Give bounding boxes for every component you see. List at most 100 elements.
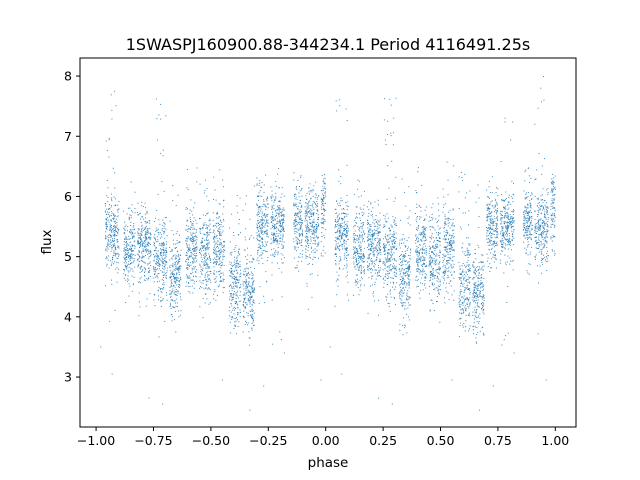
data-point (146, 230, 148, 232)
data-point (108, 211, 110, 213)
data-point (144, 246, 146, 248)
data-point (165, 262, 167, 264)
data-point (242, 281, 244, 283)
data-point (340, 244, 342, 246)
data-point (207, 227, 209, 229)
data-point (188, 275, 190, 277)
data-point (335, 254, 337, 256)
data-point (301, 242, 303, 244)
data-point (161, 229, 163, 231)
data-point (358, 269, 360, 271)
data-point (369, 250, 371, 252)
data-point (173, 278, 175, 280)
data-point (171, 316, 173, 318)
data-point (104, 238, 106, 240)
data-point (346, 232, 348, 234)
data-point (341, 208, 343, 210)
data-point (352, 248, 354, 250)
data-point (113, 250, 115, 252)
data-point (214, 240, 216, 242)
data-point (153, 266, 155, 268)
data-point (107, 248, 109, 250)
data-point (277, 221, 279, 222)
data-point (202, 282, 204, 284)
data-point (337, 237, 338, 239)
data-point (316, 246, 318, 248)
data-point (395, 232, 397, 234)
data-point (363, 254, 365, 256)
data-point (393, 283, 395, 285)
data-point (446, 218, 448, 220)
data-point (293, 220, 295, 222)
data-point (367, 235, 369, 237)
data-point (279, 219, 281, 221)
data-point (137, 260, 139, 262)
data-point (395, 247, 397, 249)
data-point (232, 294, 234, 296)
data-point (116, 261, 118, 263)
data-point (374, 238, 376, 240)
data-point (448, 235, 450, 236)
data-point (262, 215, 264, 217)
data-point (297, 214, 299, 216)
data-point (187, 236, 189, 238)
data-point (148, 236, 150, 238)
data-point (170, 292, 172, 294)
data-point (144, 274, 146, 276)
data-point (390, 104, 392, 106)
data-point (372, 242, 374, 244)
data-point (124, 221, 126, 223)
data-point (175, 282, 177, 284)
data-point (311, 205, 313, 207)
data-point (315, 228, 317, 230)
data-point (145, 244, 147, 246)
data-point (142, 241, 144, 243)
data-point (253, 287, 255, 289)
data-point (334, 240, 336, 242)
data-point (155, 98, 157, 100)
data-point (192, 271, 194, 273)
data-point (315, 224, 317, 226)
data-point (274, 199, 276, 201)
data-point (301, 187, 303, 189)
data-point (163, 223, 165, 225)
data-point (178, 277, 180, 279)
data-point (305, 226, 307, 228)
data-point (214, 235, 216, 237)
data-point (321, 219, 323, 221)
data-point (200, 233, 202, 235)
data-point (417, 285, 419, 287)
data-point (306, 227, 308, 229)
data-point (345, 213, 347, 215)
data-point (283, 247, 285, 249)
data-point (230, 252, 232, 254)
data-point (133, 244, 135, 246)
data-point (230, 303, 232, 305)
data-point (186, 259, 188, 260)
data-point (362, 261, 364, 263)
data-point (340, 229, 342, 231)
data-point (362, 222, 364, 224)
data-point (188, 244, 190, 246)
data-point (175, 205, 177, 207)
data-point (231, 270, 233, 272)
data-point (306, 203, 308, 205)
data-point (339, 241, 341, 243)
data-point (256, 204, 258, 206)
data-point (423, 236, 425, 238)
data-point (175, 247, 177, 249)
data-point (192, 257, 194, 259)
data-point (444, 265, 446, 267)
data-point (435, 263, 437, 265)
data-point (304, 218, 306, 220)
data-point (127, 256, 129, 258)
data-point (251, 287, 253, 289)
data-point (162, 253, 164, 255)
data-point (187, 259, 189, 261)
data-point (128, 248, 130, 250)
data-point (213, 241, 215, 243)
data-point (208, 266, 210, 268)
data-point (172, 286, 174, 288)
data-point (438, 238, 440, 240)
data-point (114, 215, 116, 217)
